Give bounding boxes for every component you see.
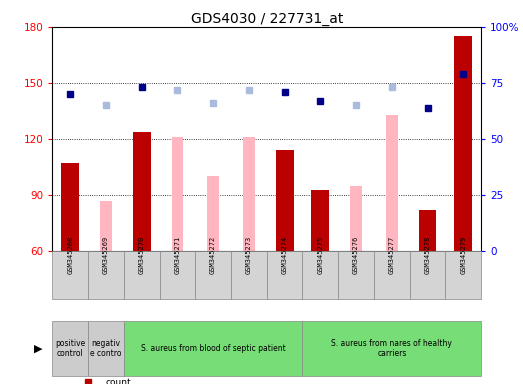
Bar	[231, 251, 267, 300]
Text: GSM345277: GSM345277	[389, 236, 395, 275]
Bar	[88, 251, 124, 300]
Bar	[52, 321, 88, 376]
Text: GSM345275: GSM345275	[317, 236, 323, 275]
Bar	[311, 190, 329, 251]
Bar	[350, 186, 362, 251]
Bar	[88, 321, 124, 376]
Bar	[172, 137, 183, 251]
Bar	[418, 210, 437, 251]
Bar	[302, 321, 481, 376]
Text: GSM345268: GSM345268	[67, 236, 73, 275]
Bar	[338, 251, 374, 300]
Text: GSM345279: GSM345279	[460, 236, 467, 275]
Bar	[124, 251, 160, 300]
Bar	[207, 177, 219, 251]
Bar	[52, 251, 88, 300]
Bar	[124, 321, 302, 376]
Bar	[454, 36, 472, 251]
Text: positive
control: positive control	[55, 339, 85, 358]
Text: S. aureus from nares of healthy
carriers: S. aureus from nares of healthy carriers	[332, 339, 452, 358]
Text: negativ
e contro: negativ e contro	[90, 339, 122, 358]
Bar	[133, 132, 151, 251]
Bar	[160, 251, 195, 300]
Bar	[386, 115, 397, 251]
Text: S. aureus from blood of septic patient: S. aureus from blood of septic patient	[141, 344, 286, 353]
Bar	[100, 201, 112, 251]
Title: GDS4030 / 227731_at: GDS4030 / 227731_at	[190, 12, 343, 26]
Text: count: count	[106, 378, 131, 384]
Bar	[61, 164, 79, 251]
Bar	[446, 251, 481, 300]
Bar	[267, 251, 302, 300]
Text: ▶: ▶	[34, 344, 42, 354]
Bar	[374, 251, 410, 300]
Bar	[302, 251, 338, 300]
Bar	[410, 251, 446, 300]
Text: GSM345272: GSM345272	[210, 236, 216, 275]
Bar	[276, 150, 293, 251]
Bar	[195, 251, 231, 300]
Text: GSM345276: GSM345276	[353, 236, 359, 275]
Text: GSM345269: GSM345269	[103, 236, 109, 275]
Text: GSM345270: GSM345270	[139, 236, 145, 275]
Text: GSM345278: GSM345278	[425, 236, 430, 275]
Text: GSM345274: GSM345274	[281, 236, 288, 275]
Bar	[243, 137, 255, 251]
Text: GSM345273: GSM345273	[246, 236, 252, 275]
Text: GSM345271: GSM345271	[174, 236, 180, 275]
